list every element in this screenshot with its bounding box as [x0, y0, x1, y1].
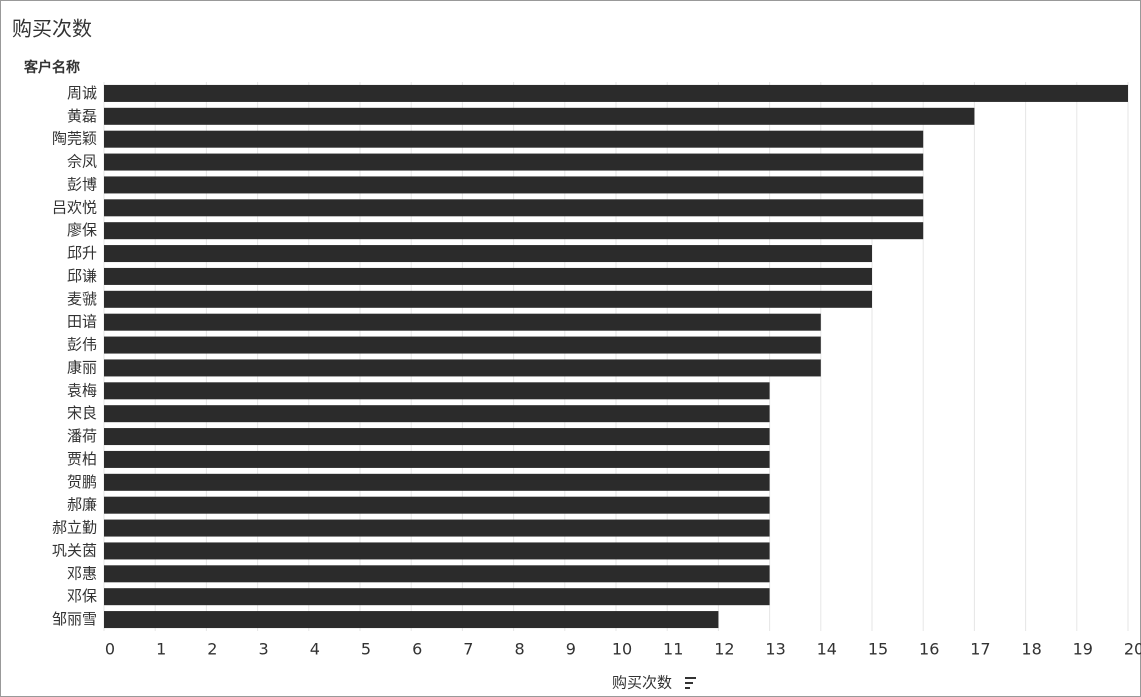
y-tick-label: 邱谦 [67, 267, 97, 285]
x-tick-label: 11 [663, 640, 683, 659]
x-tick-label: 15 [868, 640, 888, 659]
bar [104, 428, 770, 446]
y-tick-label: 廖保 [67, 221, 97, 239]
y-tick-label: 吕欢悦 [52, 198, 97, 216]
x-tick-label: 8 [515, 640, 525, 659]
x-tick-label: 19 [1073, 640, 1093, 659]
y-tick-label: 宋良 [67, 404, 97, 422]
x-tick-label: 9 [566, 640, 576, 659]
x-tick-label: 14 [817, 640, 837, 659]
bar [104, 405, 770, 423]
y-tick-label: 潘荷 [67, 427, 97, 445]
y-tick-label: 康丽 [67, 358, 97, 376]
y-tick-label: 巩关茵 [52, 541, 97, 559]
bar [104, 84, 1128, 102]
bar [104, 267, 872, 285]
y-tick-label: 贾柏 [67, 450, 97, 468]
bar [104, 359, 821, 377]
y-tick-label: 田谙 [67, 313, 97, 331]
bar [104, 336, 821, 354]
x-tick-label: 4 [310, 640, 320, 659]
y-tick-label: 邓惠 [67, 564, 97, 582]
bar [104, 176, 924, 194]
y-tick-label: 周诚 [67, 84, 97, 102]
x-tick-label: 1 [156, 640, 166, 659]
y-tick-label: 彭博 [67, 175, 97, 193]
y-tick-label: 邓保 [67, 587, 97, 605]
bar [104, 450, 770, 468]
bar [104, 565, 770, 583]
y-tick-label: 袁梅 [67, 381, 97, 399]
y-tick-label: 邱升 [67, 244, 97, 262]
x-tick-label: 3 [259, 640, 269, 659]
y-tick-label: 贺鹏 [67, 473, 97, 491]
y-tick-label: 陶莞颖 [52, 130, 97, 148]
bar [104, 611, 719, 629]
y-tick-label: 郝立勤 [52, 519, 97, 537]
x-tick-label: 12 [714, 640, 734, 659]
y-tick-label: 邹丽雪 [52, 610, 97, 628]
bar [104, 199, 924, 217]
y-tick-label: 黄磊 [67, 107, 97, 125]
x-tick-label: 16 [919, 640, 939, 659]
x-tick-label: 6 [412, 640, 422, 659]
bar [104, 473, 770, 491]
x-tick-label: 2 [207, 640, 217, 659]
chart-title: 购买次数 [12, 17, 92, 41]
x-axis-title: 购买次数 [612, 674, 672, 692]
x-tick-label: 10 [612, 640, 632, 659]
x-tick-label: 20 [1124, 640, 1141, 659]
y-axis-title: 客户名称 [23, 59, 80, 76]
x-tick-label: 13 [765, 640, 785, 659]
y-tick-label: 麦虢 [67, 290, 97, 308]
y-tick-label: 佘凤 [67, 153, 97, 171]
x-tick-label: 5 [361, 640, 371, 659]
bar [104, 153, 924, 171]
y-tick-label: 彭伟 [67, 336, 97, 354]
x-tick-label: 0 [105, 640, 115, 659]
bar [104, 588, 770, 606]
bar [104, 222, 924, 240]
bar [104, 542, 770, 560]
bar [104, 290, 872, 308]
x-tick-label: 17 [970, 640, 990, 659]
bar [104, 313, 821, 331]
y-tick-label: 郝廉 [67, 496, 97, 514]
bar [104, 496, 770, 514]
x-tick-label: 7 [463, 640, 473, 659]
bar [104, 245, 872, 263]
x-tick-label: 18 [1021, 640, 1041, 659]
bar [104, 519, 770, 537]
bar [104, 130, 924, 148]
bar [104, 107, 975, 125]
sort-icon[interactable] [685, 677, 696, 689]
bar [104, 382, 770, 400]
